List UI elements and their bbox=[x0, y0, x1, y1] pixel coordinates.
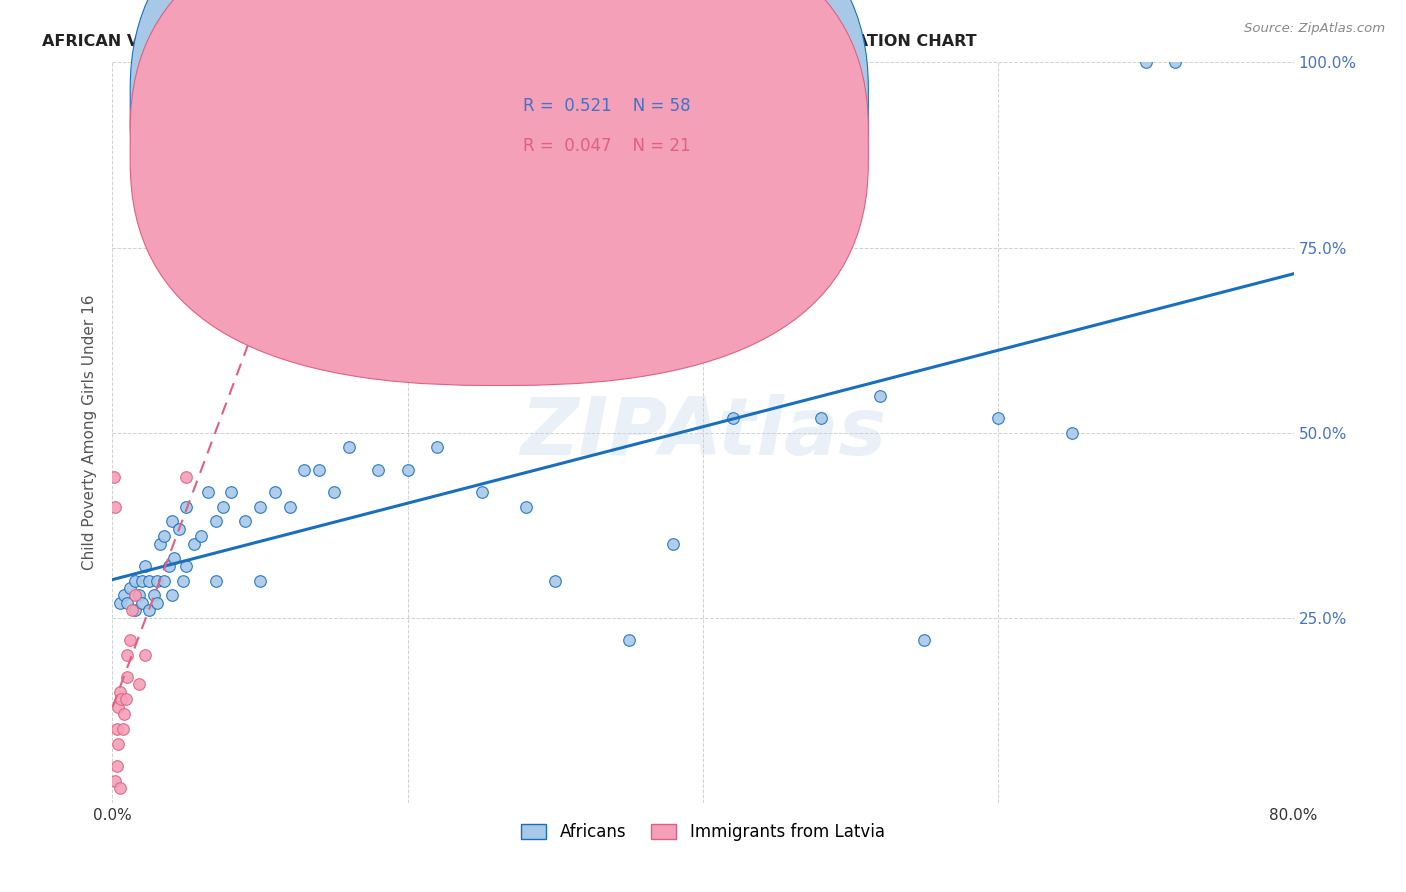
Point bbox=[104, 773, 127, 788]
Text: ZIPAtlas: ZIPAtlas bbox=[520, 393, 886, 472]
Text: AFRICAN VS IMMIGRANTS FROM LATVIA CHILD POVERTY AMONG GIRLS UNDER 16 CORRELATION: AFRICAN VS IMMIGRANTS FROM LATVIA CHILD … bbox=[42, 34, 976, 49]
Point bbox=[114, 692, 136, 706]
Point bbox=[146, 596, 169, 610]
Point bbox=[249, 574, 271, 588]
Point bbox=[233, 515, 256, 529]
Point bbox=[121, 603, 143, 617]
Point bbox=[426, 441, 449, 455]
Point bbox=[128, 589, 150, 603]
Point bbox=[367, 462, 389, 476]
Point bbox=[149, 536, 172, 550]
Point bbox=[174, 470, 197, 484]
Text: R =  0.047    N = 21: R = 0.047 N = 21 bbox=[523, 136, 692, 154]
Point bbox=[163, 551, 186, 566]
Point bbox=[167, 522, 190, 536]
Point bbox=[515, 500, 537, 514]
Point bbox=[142, 589, 165, 603]
Point bbox=[120, 632, 142, 647]
Point bbox=[205, 574, 228, 588]
Point bbox=[117, 670, 138, 684]
FancyBboxPatch shape bbox=[461, 78, 744, 178]
Point bbox=[662, 536, 685, 550]
Point bbox=[249, 500, 271, 514]
Point bbox=[172, 574, 194, 588]
Point bbox=[131, 596, 153, 610]
Point bbox=[112, 589, 135, 603]
Point bbox=[219, 484, 242, 499]
Point bbox=[146, 574, 169, 588]
Point bbox=[117, 596, 138, 610]
Point bbox=[157, 558, 180, 573]
Point bbox=[914, 632, 936, 647]
Point bbox=[869, 388, 891, 402]
Point bbox=[721, 410, 744, 425]
Point bbox=[111, 722, 134, 736]
Point bbox=[1135, 55, 1157, 70]
Point bbox=[1062, 425, 1084, 440]
Point bbox=[190, 529, 212, 543]
Point bbox=[153, 574, 176, 588]
Point bbox=[110, 692, 132, 706]
Point bbox=[160, 515, 183, 529]
Point bbox=[134, 558, 156, 573]
Point bbox=[183, 536, 205, 550]
Point bbox=[131, 574, 153, 588]
Point bbox=[619, 632, 641, 647]
Point bbox=[124, 589, 146, 603]
Point bbox=[124, 603, 146, 617]
Point bbox=[124, 574, 146, 588]
Legend: Africans, Immigrants from Latvia: Africans, Immigrants from Latvia bbox=[516, 818, 890, 847]
Point bbox=[160, 589, 183, 603]
Point bbox=[128, 677, 150, 691]
Point bbox=[105, 722, 128, 736]
Point bbox=[987, 410, 1010, 425]
Point bbox=[1164, 55, 1187, 70]
Point bbox=[103, 470, 125, 484]
Point bbox=[134, 648, 156, 662]
Text: Source: ZipAtlas.com: Source: ZipAtlas.com bbox=[1244, 22, 1385, 36]
Point bbox=[174, 558, 197, 573]
FancyBboxPatch shape bbox=[131, 0, 869, 385]
Point bbox=[108, 596, 131, 610]
Point bbox=[278, 500, 301, 514]
Point bbox=[197, 484, 219, 499]
Point bbox=[205, 515, 228, 529]
Point bbox=[264, 484, 287, 499]
Point bbox=[120, 581, 142, 595]
Point bbox=[107, 737, 129, 751]
Point bbox=[174, 500, 197, 514]
Point bbox=[396, 462, 419, 476]
Point bbox=[153, 529, 176, 543]
Text: R =  0.521    N = 58: R = 0.521 N = 58 bbox=[523, 96, 692, 114]
Point bbox=[108, 780, 131, 795]
Y-axis label: Child Poverty Among Girls Under 16: Child Poverty Among Girls Under 16 bbox=[82, 295, 97, 570]
Point bbox=[117, 648, 138, 662]
Point bbox=[105, 758, 128, 772]
Point bbox=[323, 484, 346, 499]
Point bbox=[107, 699, 129, 714]
Point bbox=[470, 484, 494, 499]
Point bbox=[544, 574, 567, 588]
Point bbox=[112, 706, 135, 721]
Point bbox=[212, 500, 235, 514]
Point bbox=[810, 410, 832, 425]
Point bbox=[337, 441, 360, 455]
Point bbox=[104, 500, 127, 514]
Point bbox=[108, 685, 131, 699]
Point bbox=[292, 462, 315, 476]
FancyBboxPatch shape bbox=[131, 0, 869, 345]
Point bbox=[308, 462, 330, 476]
Point bbox=[138, 574, 160, 588]
Point bbox=[138, 603, 160, 617]
